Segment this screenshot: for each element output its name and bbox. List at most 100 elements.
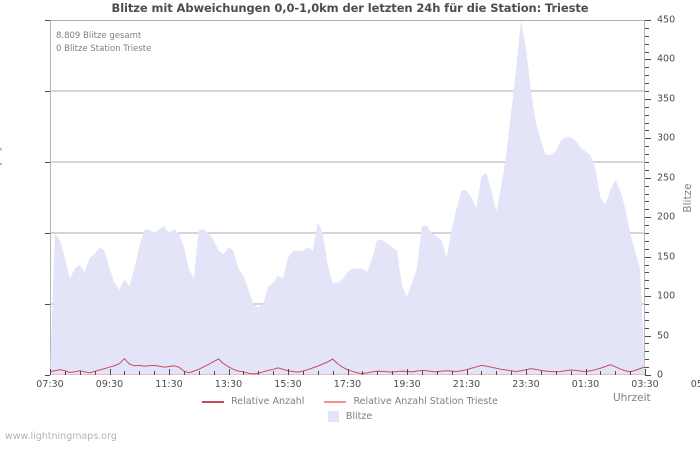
axis-tick: [645, 44, 649, 45]
axis-tick: [645, 304, 649, 305]
axis-tick: [303, 371, 304, 375]
axis-tick: [645, 67, 649, 68]
axis-tick: [645, 130, 649, 131]
axis-tick: [645, 59, 651, 60]
axis-tick: [407, 369, 408, 375]
axis-tick: [229, 369, 230, 375]
axis-tick: [645, 209, 649, 210]
axis-tick: [645, 178, 651, 179]
legend-item-relative-anzahl-station[interactable]: Relative Anzahl Station Trieste: [324, 396, 498, 407]
axis-tick: [645, 99, 651, 100]
axis-tick: [645, 75, 649, 76]
annotation-total: 8.809 Blitze gesamt: [56, 31, 142, 41]
axis-tick: [645, 138, 651, 139]
axis-tick: [45, 304, 50, 305]
axis-tick: [362, 371, 363, 375]
axis-tick: [645, 272, 649, 273]
axis-tick: [288, 369, 289, 375]
axis-tick: [556, 371, 557, 375]
axis-tick: [452, 371, 453, 375]
axis-tick: [377, 371, 378, 375]
axis-tick: [348, 369, 349, 375]
x-axis-tick-label: 11:30: [155, 379, 183, 390]
axis-tick: [645, 249, 649, 250]
axis-tick: [571, 371, 572, 375]
axis-tick: [95, 371, 96, 375]
y-axis-right-tick-label: 50: [657, 330, 670, 342]
y-axis-right-tick-label: 100: [657, 290, 676, 302]
legend-row-primary: Relative Anzahl Relative Anzahl Station …: [0, 394, 700, 409]
legend-label-relative-anzahl-station: Relative Anzahl Station Trieste: [353, 396, 498, 407]
axis-tick: [169, 369, 170, 375]
axis-tick: [422, 371, 423, 375]
axis-tick: [511, 371, 512, 375]
annotation-station: 0 Blitze Station Trieste: [56, 44, 152, 54]
legend-label-relative-anzahl: Relative Anzahl: [231, 396, 305, 407]
legend-item-blitze[interactable]: Blitze: [327, 411, 372, 422]
y-axis-right-tick-label: 0: [657, 369, 664, 381]
x-axis-label: Uhrzeit: [613, 392, 651, 404]
axis-tick: [258, 371, 259, 375]
axis-tick: [645, 343, 649, 344]
axis-tick: [645, 288, 649, 289]
axis-tick: [45, 162, 50, 163]
y-axis-right-tick-label: 150: [657, 251, 676, 263]
axis-tick: [273, 371, 274, 375]
y-axis-right-tick-label: 350: [657, 93, 676, 105]
y-axis-right-tick-label: 450: [657, 14, 676, 26]
axis-tick: [645, 186, 649, 187]
page-title: Blitze mit Abweichungen 0,0-1,0km der le…: [111, 1, 589, 15]
legend-area-icon-blitze: [327, 411, 339, 422]
axis-tick: [50, 369, 51, 375]
axis-tick: [645, 280, 649, 281]
axis-tick: [645, 312, 649, 313]
legend-row-secondary: Blitze: [0, 409, 700, 424]
axis-tick: [154, 371, 155, 375]
axis-tick: [45, 91, 50, 92]
axis-tick: [481, 371, 482, 375]
axis-tick: [124, 371, 125, 375]
legend-line-icon-relative-anzahl: [202, 400, 225, 403]
axis-tick: [645, 328, 649, 329]
axis-tick: [645, 351, 649, 352]
axis-tick: [541, 371, 542, 375]
axis-tick: [645, 367, 649, 368]
axis-tick: [526, 369, 527, 375]
legend-item-relative-anzahl[interactable]: Relative Anzahl: [202, 396, 304, 407]
axis-tick: [139, 371, 140, 375]
legend-line-icon-relative-anzahl-station: [324, 400, 347, 403]
axis-tick: [645, 257, 651, 258]
y-axis-right-tick-label: 300: [657, 132, 676, 144]
axis-tick: [199, 371, 200, 375]
axis-tick: [630, 371, 631, 375]
axis-tick: [645, 162, 649, 163]
axis-tick: [645, 241, 649, 242]
x-axis-tick-label: 01:30: [571, 379, 600, 390]
axis-tick: [184, 371, 185, 375]
axis-tick: [645, 154, 649, 155]
axis-tick: [243, 371, 244, 375]
plot-area: 8.809 Blitze gesamt 0 Blitze Station Tri…: [50, 20, 645, 375]
y-axis-right-tick-label: 200: [657, 211, 676, 223]
axis-tick: [645, 28, 649, 29]
axis-tick: [645, 217, 651, 218]
axis-tick: [645, 201, 649, 202]
axis-tick: [600, 371, 601, 375]
axis-tick: [645, 123, 649, 124]
y-axis-right-label: Blitze: [682, 183, 694, 213]
axis-tick: [645, 265, 649, 266]
x-axis-tick-label: 21:30: [452, 379, 481, 390]
axis-tick: [645, 115, 649, 116]
axis-tick: [45, 375, 50, 376]
x-axis-tick-label: 17:30: [333, 379, 362, 390]
axis-tick: [496, 371, 497, 375]
axis-tick: [45, 233, 50, 234]
axis-tick: [392, 371, 393, 375]
axis-tick: [645, 336, 651, 337]
legend: Relative Anzahl Relative Anzahl Station …: [0, 394, 700, 424]
axis-tick: [645, 170, 649, 171]
axis-tick: [318, 371, 319, 375]
axis-tick: [645, 107, 649, 108]
axis-tick: [110, 369, 111, 375]
